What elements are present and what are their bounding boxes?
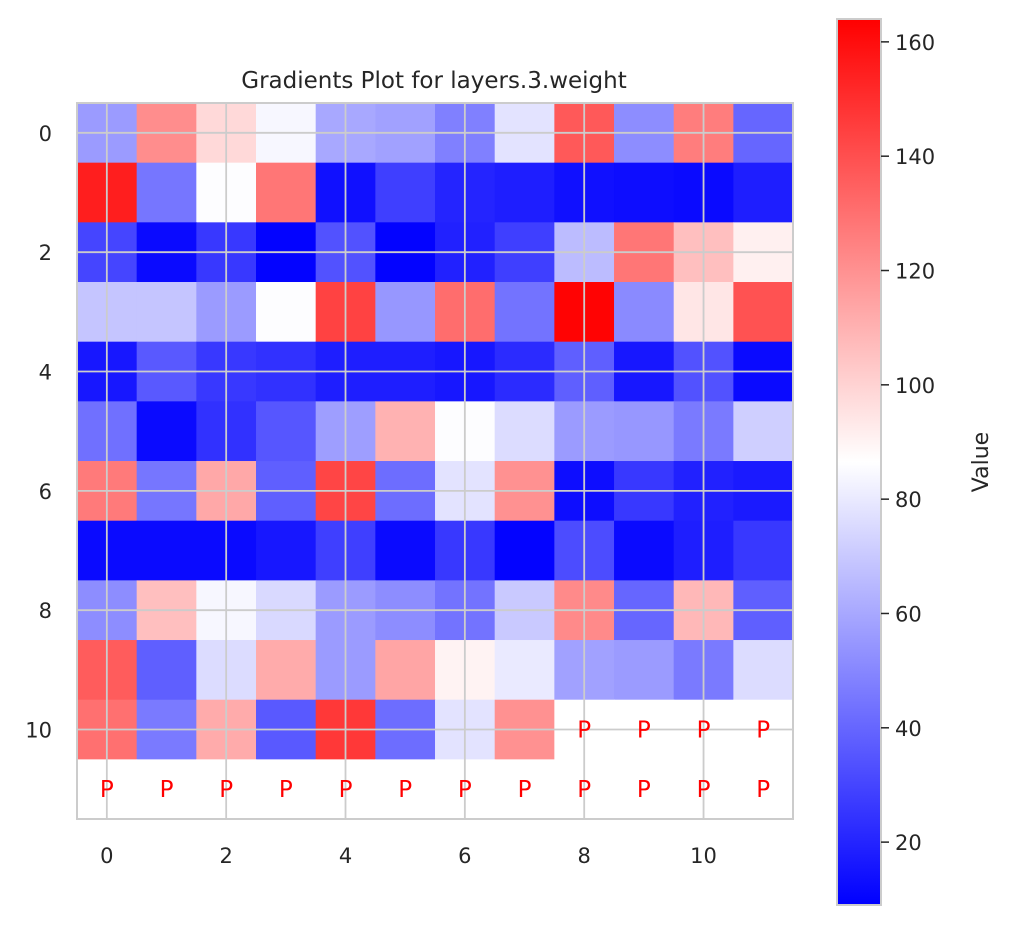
chart-title: Gradients Plot for layers.3.weight <box>241 68 627 94</box>
padded-cell <box>256 759 317 820</box>
pad-marker: P <box>339 777 353 803</box>
pad-marker: P <box>398 777 412 803</box>
heatmap-cell <box>256 640 317 701</box>
pad-marker: P <box>458 777 472 803</box>
heatmap-cell <box>733 640 794 701</box>
colorbar-tick-label: 60 <box>895 602 922 626</box>
y-tick-label: 2 <box>39 241 52 265</box>
heatmap-cells <box>77 103 794 820</box>
heatmap-cell <box>136 162 197 223</box>
pad-marker: P <box>756 777 770 803</box>
heatmap-cell <box>614 282 675 343</box>
heatmap-cell <box>136 640 197 701</box>
pad-marker: P <box>697 718 711 744</box>
pad-marker: P <box>219 777 233 803</box>
pad-marker: P <box>637 718 651 744</box>
pad-marker: P <box>697 777 711 803</box>
heatmap-cell <box>256 401 317 462</box>
colorbar-tick-label: 140 <box>895 145 935 169</box>
x-tick-label: 4 <box>339 844 352 868</box>
padded-cell <box>494 759 555 820</box>
heatmap-cell <box>614 640 675 701</box>
heatmap-cell <box>375 162 436 223</box>
y-tick-label: 6 <box>39 480 52 504</box>
heatmap-cell <box>256 520 317 581</box>
heatmap-cell <box>494 520 555 581</box>
heatmap-cell <box>733 520 794 581</box>
heatmap-cell <box>256 162 317 223</box>
pad-marker: P <box>518 777 532 803</box>
y-tick-label: 4 <box>39 361 52 385</box>
heatmap-cell <box>614 162 675 223</box>
colorbar-tick-label: 40 <box>895 717 922 741</box>
y-axis-ticks: 0 2 4 6 8 10 <box>25 122 52 743</box>
x-axis-ticks: 0 2 4 6 8 10 <box>100 844 717 868</box>
pad-marker: P <box>577 718 591 744</box>
colorbar-tick-label: 120 <box>895 260 935 284</box>
colorbar <box>836 18 882 906</box>
colorbar-tick-label: 20 <box>895 831 922 855</box>
heatmap-cell <box>375 520 436 581</box>
heatmap-cell <box>614 401 675 462</box>
colorbar-tick-label: 160 <box>895 31 935 55</box>
heatmap-cell <box>733 162 794 223</box>
padded-cell <box>614 759 675 820</box>
x-tick-label: 10 <box>690 844 717 868</box>
y-tick-label: 8 <box>39 599 52 623</box>
x-tick-label: 2 <box>219 844 232 868</box>
heatmap-cell <box>733 401 794 462</box>
padded-cell <box>733 759 794 820</box>
heatmap-cell <box>494 640 555 701</box>
pad-marker: P <box>100 777 114 803</box>
pad-marker: P <box>756 718 770 744</box>
heatmap-cell <box>375 401 436 462</box>
pad-marker: P <box>160 777 174 803</box>
x-tick-label: 8 <box>578 844 591 868</box>
heatmap-cell <box>256 282 317 343</box>
colorbar-ticks: 20 40 60 80 100 120 140 160 <box>881 31 935 855</box>
heatmap-cell <box>136 401 197 462</box>
heatmap-cell <box>136 520 197 581</box>
y-tick-label: 10 <box>25 719 52 743</box>
heatmap-cell <box>375 282 436 343</box>
colorbar-tick-label: 80 <box>895 488 922 512</box>
pad-marker: P <box>577 777 591 803</box>
colorbar-tick-label: 100 <box>895 374 935 398</box>
x-tick-label: 0 <box>100 844 113 868</box>
heatmap-cell <box>136 282 197 343</box>
heatmap-cell <box>733 282 794 343</box>
padding-markers: P P P P P P P P P P P P P P P P <box>100 718 770 804</box>
heatmap-cell <box>375 640 436 701</box>
plot-frame <box>76 102 794 820</box>
heatmap-cell <box>614 520 675 581</box>
heatmap-cell <box>494 282 555 343</box>
heatmap-cell <box>494 401 555 462</box>
y-tick-label: 0 <box>39 122 52 146</box>
grid-lines <box>77 103 794 820</box>
heatmap-cell <box>494 162 555 223</box>
pad-marker: P <box>637 777 651 803</box>
padded-cell <box>136 759 197 820</box>
colorbar-label: Value <box>969 432 994 492</box>
pad-marker: P <box>279 777 293 803</box>
padded-cell <box>375 759 436 820</box>
x-tick-label: 6 <box>458 844 471 868</box>
